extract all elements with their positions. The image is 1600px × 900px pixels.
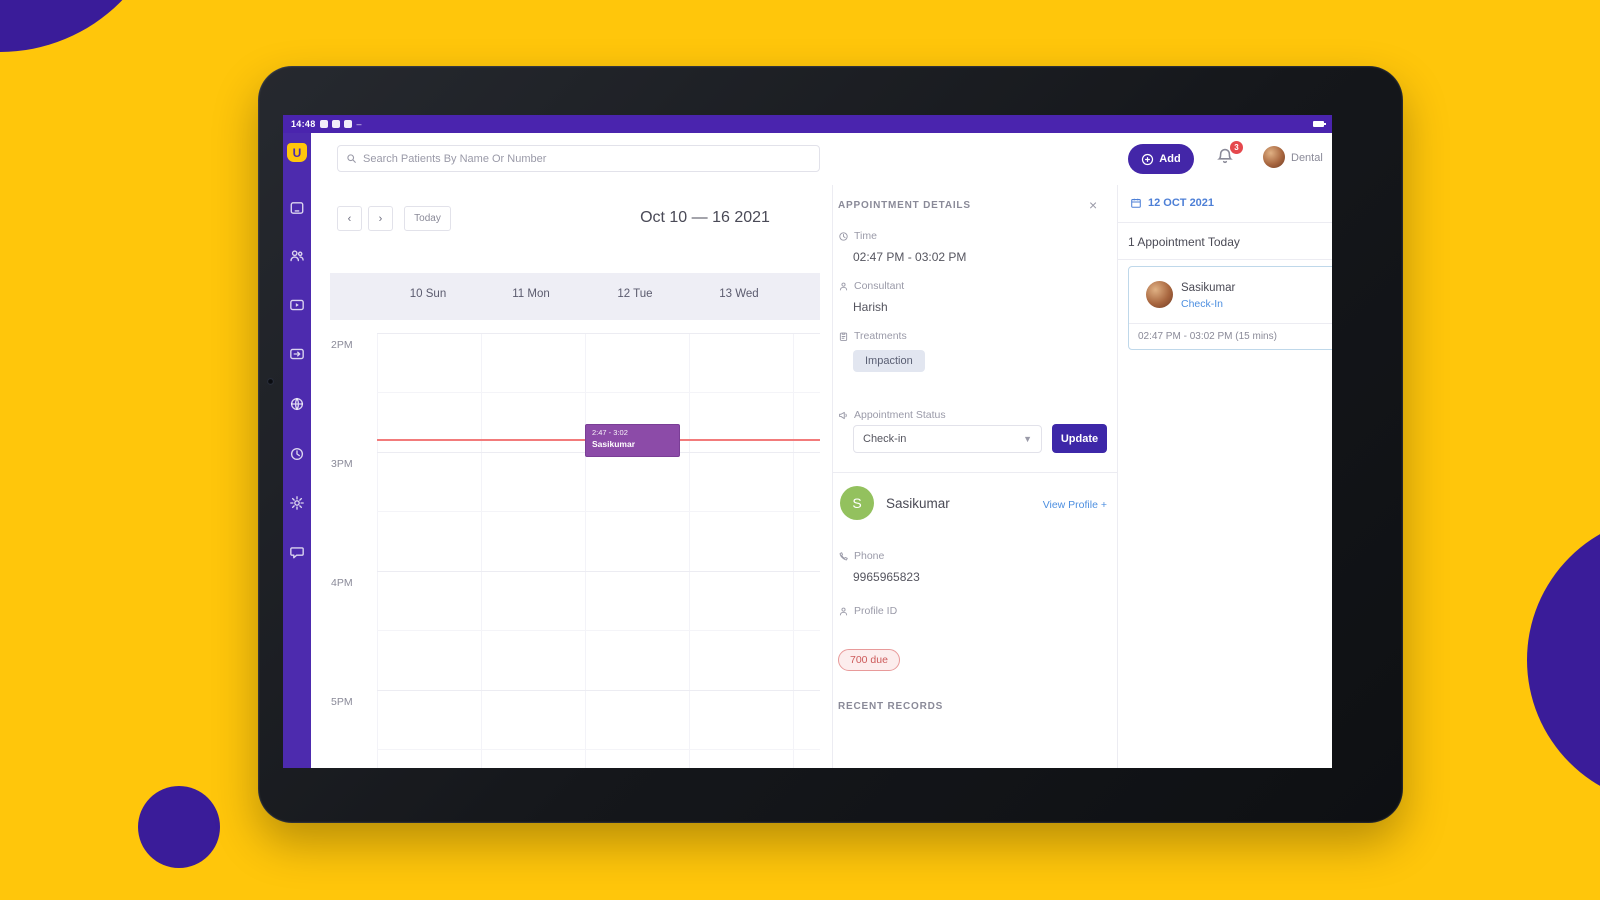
battery-icon xyxy=(1313,121,1326,127)
dashboard-icon[interactable] xyxy=(289,200,305,216)
person-icon xyxy=(839,607,848,615)
consultant-field-label: Consultant xyxy=(838,280,904,292)
panel-divider xyxy=(1117,185,1118,768)
treatments-field-label: Treatments xyxy=(838,330,907,342)
clock-icon xyxy=(839,231,848,241)
calendar-next-button[interactable]: › xyxy=(368,206,393,231)
agenda-appointment-card[interactable]: Sasikumar Check-In 02:47 PM - 03:02 PM (… xyxy=(1128,266,1332,350)
event-patient-name: Sasikumar xyxy=(592,439,635,449)
lab-icon[interactable] xyxy=(289,396,305,412)
calendar-event-sasikumar[interactable]: 2:47 - 3:02 Sasikumar xyxy=(585,424,680,457)
today-button[interactable]: Today xyxy=(404,206,451,231)
time-axis-label: 3PM xyxy=(331,458,353,470)
consultant-icon xyxy=(839,282,848,290)
patient-photo-avatar xyxy=(1146,281,1173,308)
agenda-count: 1 Appointment Today xyxy=(1128,235,1240,249)
chevron-down-icon: ▼ xyxy=(1023,434,1032,444)
notification-icon xyxy=(319,120,328,128)
event-time: 2:47 - 3:02 xyxy=(592,428,628,437)
section-divider xyxy=(1117,222,1332,223)
phone-icon xyxy=(839,551,848,560)
chat-icon[interactable] xyxy=(289,544,305,560)
appointments-icon[interactable] xyxy=(289,297,305,313)
tablet-frame: 14:48 – U xyxy=(258,66,1403,823)
patient-name: Sasikumar xyxy=(886,496,950,511)
update-button[interactable]: Update xyxy=(1052,424,1107,453)
notification-count-badge: 3 xyxy=(1230,141,1243,154)
calendar-day-header-band xyxy=(330,273,820,320)
calendar-grid[interactable] xyxy=(377,333,820,768)
settings-gear-icon[interactable] xyxy=(289,495,305,511)
notification-bell-icon[interactable] xyxy=(1216,147,1236,167)
status-time: 14:48 xyxy=(291,119,316,129)
treatments-icon[interactable] xyxy=(289,346,305,362)
due-amount-badge: 700 due xyxy=(838,649,900,671)
patient-initial-avatar: S xyxy=(840,486,874,520)
calendar-week-title: Oct 10 — 16 2021 xyxy=(640,209,770,226)
tablet-camera-icon xyxy=(267,378,274,385)
main-content: Add 3 Dental ‹ › Today Oct 10 — 16 2021 xyxy=(311,133,1332,768)
day-column-header[interactable]: 10 Sun xyxy=(409,288,447,300)
screen: 14:48 – U xyxy=(283,115,1332,768)
card-divider xyxy=(1129,323,1332,324)
clipboard-icon xyxy=(839,332,848,341)
search-input[interactable] xyxy=(363,152,811,165)
view-profile-link[interactable]: View Profile + xyxy=(1042,499,1107,511)
status-select-value: Check-in xyxy=(863,433,907,445)
calendar-prev-button[interactable]: ‹ xyxy=(337,206,362,231)
time-axis-label: 5PM xyxy=(331,696,353,708)
status-bar: 14:48 – xyxy=(283,115,1332,133)
search-icon xyxy=(347,154,356,163)
decor-circle-right xyxy=(1527,515,1600,805)
time-axis-label: 4PM xyxy=(331,577,353,589)
plus-circle-icon xyxy=(1142,153,1154,165)
add-button-label: Add xyxy=(1159,153,1181,165)
treatment-chip[interactable]: Impaction xyxy=(853,350,925,372)
notification-more-icon: – xyxy=(356,119,362,129)
day-column-header[interactable]: 12 Tue xyxy=(617,288,653,300)
time-field-label: Time xyxy=(838,230,877,242)
phone-field-value: 9965965823 xyxy=(853,570,920,584)
time-axis-label: 2PM xyxy=(331,339,353,351)
section-divider xyxy=(832,472,1117,473)
agenda-status-link[interactable]: Check-In xyxy=(1181,298,1224,310)
agenda-patient-name: Sasikumar xyxy=(1181,282,1236,294)
phone-field-label: Phone xyxy=(838,550,884,562)
megaphone-icon xyxy=(839,411,847,419)
app-window: U xyxy=(283,133,1332,768)
agenda-date: 12 OCT 2021 xyxy=(1130,197,1214,209)
profile-id-field-label: Profile ID xyxy=(838,605,897,617)
notification-icon xyxy=(343,120,352,128)
history-icon[interactable] xyxy=(289,446,305,462)
user-name: Dental xyxy=(1291,152,1323,164)
details-panel-title: APPOINTMENT DETAILS xyxy=(838,200,971,211)
close-icon[interactable]: × xyxy=(1089,197,1098,213)
panel-divider xyxy=(832,185,833,768)
status-select[interactable]: Check-in ▼ xyxy=(853,425,1042,453)
user-avatar[interactable] xyxy=(1263,146,1285,168)
sidebar: U xyxy=(283,133,311,768)
appointment-status-label: Appointment Status xyxy=(838,409,946,421)
notification-icon xyxy=(331,120,340,128)
app-logo[interactable]: U xyxy=(287,143,307,162)
decor-circle-top-left xyxy=(0,0,170,52)
agenda-time: 02:47 PM - 03:02 PM (15 mins) xyxy=(1138,331,1277,342)
patients-icon[interactable] xyxy=(289,248,305,264)
time-field-value: 02:47 PM - 03:02 PM xyxy=(853,250,967,264)
section-divider xyxy=(1117,259,1332,260)
consultant-field-value: Harish xyxy=(853,300,888,314)
day-column-header[interactable]: 13 Wed xyxy=(719,288,759,300)
calendar-icon xyxy=(1131,198,1141,208)
search-box xyxy=(337,145,820,172)
recent-records-title: RECENT RECORDS xyxy=(838,701,944,712)
add-button[interactable]: Add xyxy=(1128,144,1194,174)
day-column-header[interactable]: 11 Mon xyxy=(512,288,550,300)
decor-circle-bottom-left xyxy=(138,786,220,868)
